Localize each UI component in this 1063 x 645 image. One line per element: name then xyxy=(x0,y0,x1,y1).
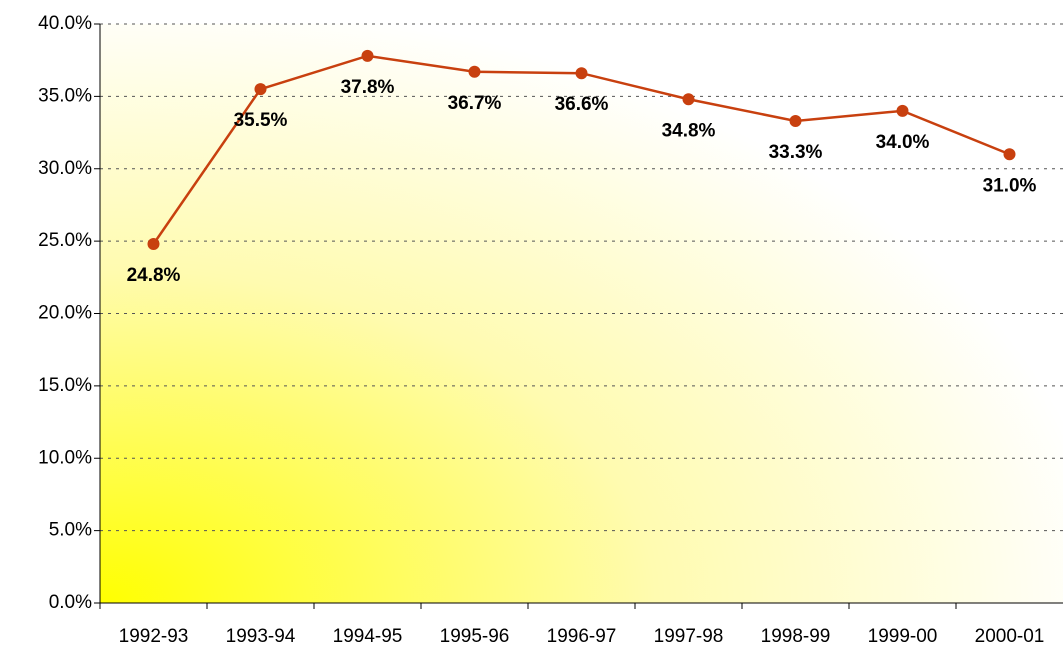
x-tick-label: 1993-94 xyxy=(226,626,296,645)
data-label: 34.8% xyxy=(662,120,716,141)
data-point xyxy=(254,83,267,96)
x-tick-label: 1995-96 xyxy=(440,626,510,645)
y-tick-label: 0.0% xyxy=(49,592,92,613)
data-point xyxy=(789,114,802,127)
y-tick-label: 40.0% xyxy=(38,13,92,34)
data-point xyxy=(468,65,481,78)
y-tick-label: 25.0% xyxy=(38,230,92,251)
data-point xyxy=(575,67,588,80)
data-label: 35.5% xyxy=(234,110,288,131)
y-tick-label: 15.0% xyxy=(38,375,92,396)
x-tick-label: 1992-93 xyxy=(119,626,189,645)
y-tick-label: 20.0% xyxy=(38,303,92,324)
data-point xyxy=(361,49,374,62)
x-tick-label: 1999-00 xyxy=(868,626,938,645)
x-tick-label: 2000-01 xyxy=(975,626,1045,645)
data-point xyxy=(896,104,909,117)
data-label: 34.0% xyxy=(876,132,930,153)
x-tick-label: 1998-99 xyxy=(761,626,831,645)
x-tick-label: 1994-95 xyxy=(333,626,403,645)
data-label: 36.7% xyxy=(448,93,502,114)
data-label: 33.3% xyxy=(769,142,823,163)
y-tick-label: 10.0% xyxy=(38,447,92,468)
data-label: 37.8% xyxy=(341,77,395,98)
x-tick-label: 1996-97 xyxy=(547,626,617,645)
data-label: 36.6% xyxy=(555,94,609,115)
data-label: 24.8% xyxy=(127,265,181,286)
y-tick-label: 5.0% xyxy=(49,520,92,541)
y-tick-label: 35.0% xyxy=(38,85,92,106)
y-tick-label: 30.0% xyxy=(38,158,92,179)
data-point xyxy=(682,93,695,106)
data-point xyxy=(1003,148,1016,161)
data-point xyxy=(147,238,160,251)
data-label: 31.0% xyxy=(983,175,1037,196)
x-tick-label: 1997-98 xyxy=(654,626,724,645)
